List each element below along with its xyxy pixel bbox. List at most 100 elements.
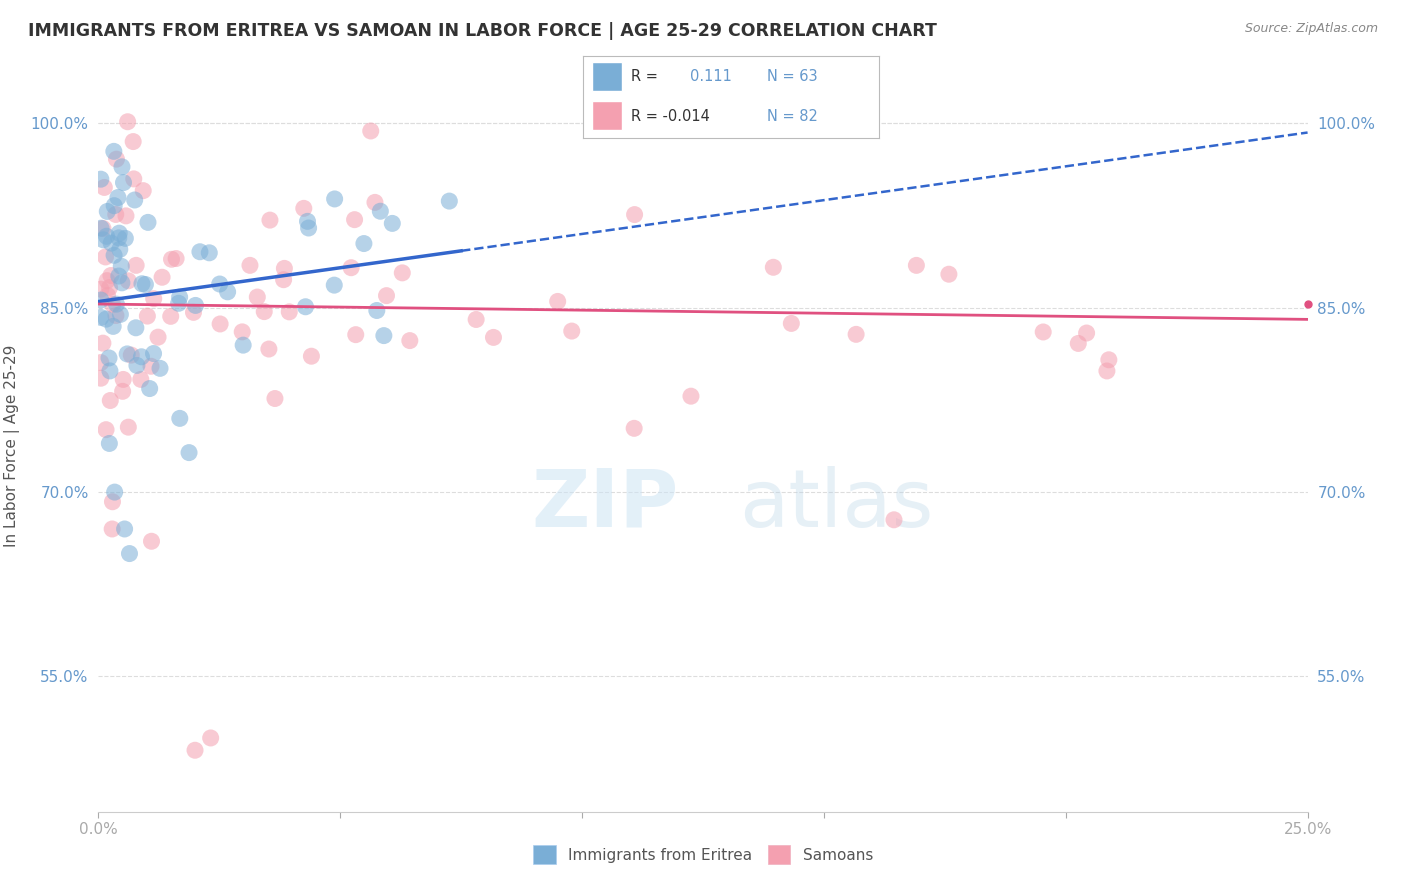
Point (104, 485, 127, 500)
Point (547, 294, 569, 309)
Point (188, 244, 211, 259)
Point (360, 124, 382, 138)
Point (101, 494, 124, 508)
Point (90, 355, 112, 369)
Point (108, 243, 131, 257)
Y-axis label: In Labor Force | Age 25-29: In Labor Force | Age 25-29 (4, 345, 20, 547)
Point (104, 207, 127, 221)
Point (122, 172, 145, 186)
Point (98, 364, 121, 378)
Point (108, 268, 131, 283)
Point (110, 307, 132, 321)
Point (115, 209, 138, 223)
Text: N = 82: N = 82 (766, 109, 817, 124)
Point (136, 309, 159, 323)
Point (101, 319, 124, 334)
Point (561, 324, 583, 338)
Point (101, 297, 124, 311)
Point (623, 208, 645, 222)
Point (136, 215, 159, 229)
Text: atlas: atlas (740, 466, 934, 543)
Point (246, 290, 269, 304)
Point (108, 226, 131, 240)
Point (118, 547, 141, 561)
Point (103, 248, 125, 262)
Legend: Immigrants from Eritrea, Samoans: Immigrants from Eritrea, Samoans (527, 839, 879, 870)
Point (124, 193, 146, 207)
Point (120, 348, 142, 362)
Point (107, 231, 129, 245)
Point (184, 298, 207, 312)
Point (253, 304, 276, 318)
Point (141, 534, 163, 549)
Point (273, 273, 295, 287)
Point (231, 325, 253, 339)
Text: N = 63: N = 63 (766, 69, 817, 84)
Point (131, 350, 153, 364)
Point (90, 293, 112, 307)
Point (149, 361, 172, 376)
Point (117, 274, 139, 288)
Point (111, 276, 134, 290)
Point (375, 288, 398, 302)
Point (780, 317, 803, 331)
Point (184, 743, 207, 757)
Point (101, 522, 124, 536)
Text: IMMIGRANTS FROM ERITREA VS SAMOAN IN LABOR FORCE | AGE 25-29 CORRELATION CHART: IMMIGRANTS FROM ERITREA VS SAMOAN IN LAB… (28, 22, 936, 40)
Point (98, 280, 121, 294)
Point (845, 327, 868, 342)
Point (165, 252, 187, 266)
Point (198, 245, 221, 260)
Point (138, 382, 160, 396)
Point (398, 334, 420, 348)
Point (217, 285, 239, 299)
Point (115, 347, 138, 361)
Point (93, 180, 115, 194)
Point (169, 411, 191, 425)
Point (105, 297, 128, 311)
Point (91, 336, 114, 351)
Point (142, 346, 165, 360)
Point (169, 290, 191, 304)
Point (259, 213, 281, 227)
Point (1076, 326, 1098, 340)
Point (209, 317, 232, 331)
Point (96, 229, 118, 244)
Point (264, 392, 287, 406)
Point (439, 194, 461, 208)
Point (482, 330, 505, 344)
Point (159, 310, 181, 324)
Point (98, 351, 121, 365)
Point (391, 266, 413, 280)
Point (117, 114, 139, 128)
Point (294, 300, 316, 314)
Point (90, 172, 112, 186)
Point (183, 305, 205, 319)
Point (104, 309, 127, 323)
Point (167, 296, 190, 310)
Point (297, 221, 319, 235)
Bar (592, 62, 621, 91)
Point (208, 277, 231, 291)
Text: 0.111: 0.111 (690, 69, 731, 84)
Point (131, 277, 153, 291)
Point (97, 288, 120, 302)
Point (112, 372, 135, 386)
Point (129, 372, 152, 386)
Point (323, 278, 346, 293)
Point (111, 160, 134, 174)
Point (370, 204, 392, 219)
Text: ZIP: ZIP (531, 466, 679, 543)
Point (110, 259, 132, 273)
Point (340, 260, 363, 275)
Point (1095, 364, 1118, 378)
Point (94, 423, 117, 437)
Point (177, 445, 200, 459)
Point (343, 212, 366, 227)
Point (90, 282, 112, 296)
Text: R =: R = (631, 69, 658, 84)
Point (232, 338, 254, 352)
Point (297, 214, 319, 228)
Point (103, 199, 125, 213)
Point (114, 522, 136, 536)
